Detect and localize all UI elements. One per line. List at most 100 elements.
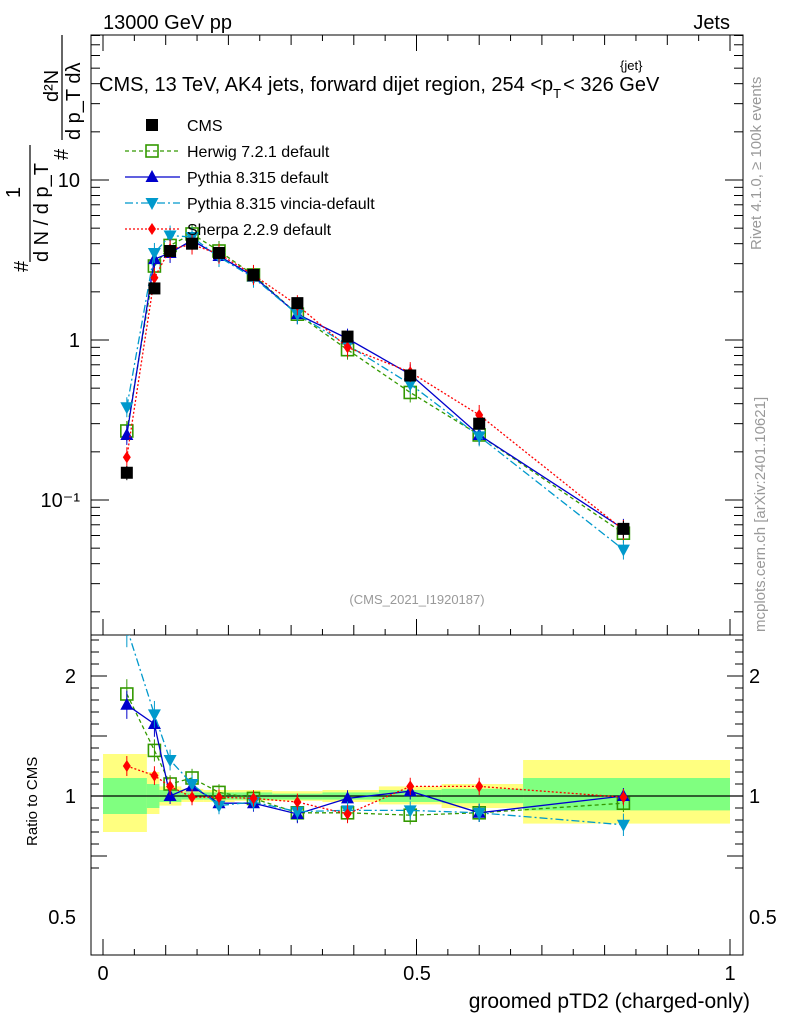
ratio-point-2-8 [403,805,417,818]
ratio-tick-05-right: 0.5 [749,907,777,929]
ratio-series-layer [120,623,631,836]
title-sup: {jet} [620,58,643,73]
x-tick-0: 0 [97,963,108,985]
ratio-point-3-4 [214,791,223,804]
series-point-2-0 [120,402,134,415]
series-point-3-0 [122,451,131,464]
ratio-point-3-10 [619,791,628,804]
ratio-tick-1-left: 1 [65,786,76,808]
legend-marker-1 [145,144,159,158]
ratio-point-2-0 [120,623,133,635]
ylabel-hash-left: # [11,260,33,272]
ratio-series-3 [122,756,628,824]
band-green-10 [523,778,730,811]
y-tick-10: 10 [58,170,80,192]
series-line-3 [126,243,624,531]
cms-point-5 [247,268,260,281]
ratio-tick-2-left: 2 [65,666,76,688]
ylabel-dptdl: d p_T dλ [63,63,85,140]
cms-point-3 [186,237,199,250]
x-axis-label: groomed pTD2 (charged-only) [469,990,750,1013]
x-tick-0.5: 0.5 [403,963,431,985]
title-sub: T [553,86,561,101]
ratio-tick-05-left: 0.5 [48,907,76,929]
legend-marker-4 [148,223,156,235]
series-line-2 [126,234,624,551]
series-point-2-9 [472,431,486,444]
series-2 [120,225,630,560]
series-point-2-10 [616,544,630,557]
x-tick-1: 1 [724,963,735,985]
ratio-point-2-9 [472,807,486,820]
cms-point-10 [617,522,630,535]
legend-label-0: CMS [187,118,223,135]
y-tick-0.1: 10⁻¹ [41,490,81,512]
ratio-point-3-0 [122,760,131,772]
cms-point-2 [164,244,177,257]
ratio-point-1-7 [341,791,355,804]
ratio-point-2-10 [616,819,630,832]
main-series-layer [120,223,631,560]
ratio-point-2-1 [147,709,161,722]
series-point-1-0 [120,427,134,440]
legend-label-4: Sherpa 2.2.9 default [187,222,332,239]
series-0 [120,223,631,544]
series-point-2-1 [147,247,161,260]
title-end: < 326 GeV [563,74,660,96]
legend-label-3: Pythia 8.315 vincia-default [187,196,375,213]
ratio-point-1-0 [120,697,134,710]
series-line-1 [126,239,624,530]
ratio-line-3 [126,765,624,815]
ratio-point-2-4 [212,800,226,813]
ratio-point-3-6 [293,796,302,808]
series-1 [120,230,630,539]
analysis-tag: (CMS_2021_I1920187) [349,592,484,607]
y-axis-label: # 1 d N / d p_T # d²N d p_T dλ [3,35,85,272]
ylabel-denominator: d N / d p_T [31,163,53,262]
ylabel-one: 1 [3,187,25,198]
cms-point-7 [341,330,354,343]
rivet-version: Rivet 4.1.0, ≥ 100k events [748,77,765,250]
ylabel-d2n: d²N [41,70,63,102]
ratio-y-label: Ratio to CMS [24,757,41,846]
legend-label-1: Herwig 7.2.1 default [187,144,330,161]
legend-marker-2 [145,170,159,182]
y-tick-1: 1 [69,330,80,352]
ratio-point-3-2 [166,780,175,793]
legend-item-3: Pythia 8.315 vincia-default [125,196,375,213]
series-cms [120,237,630,538]
ratio-tick-2-right: 2 [749,666,760,688]
series-point-2-2 [163,230,177,243]
cms-point-6 [291,297,304,310]
legend: CMS Herwig 7.2.1 default Pythia 8.315 defa… [125,118,375,239]
cms-point-0 [120,466,133,479]
title-main: CMS, 13 TeV, AK4 jets, forward dijet reg… [99,74,553,96]
legend-item-0: CMS [146,118,223,135]
series-line-0 [126,233,624,534]
energy-label: 13000 GeV pp [103,12,232,34]
ratio-point-3-3 [188,791,197,804]
series-point-3-1 [150,271,159,284]
ratio-point-3-7 [343,808,352,820]
series-point-2-8 [403,379,417,392]
legend-label-2: Pythia 8.315 default [187,170,329,187]
category-label: Jets [693,12,730,34]
ratio-point-3-9 [475,780,484,793]
series-3 [122,234,628,540]
legend-item-2: Pythia 8.315 default [125,170,329,187]
series-point-3-7 [343,341,352,354]
ratio-point-3-1 [150,769,159,782]
ratio-point-2-3 [185,779,199,791]
source-label: mcplots.cern.ch [arXiv:2401.10621] [752,397,769,632]
chart-title: CMS, 13 TeV, AK4 jets, forward dijet reg… [99,74,660,101]
axis-ticks [91,35,743,955]
cms-point-1 [148,282,161,295]
legend-marker-0 [146,119,158,131]
cms-point-8 [404,369,417,382]
legend-item-1: Herwig 7.2.1 default [125,144,330,161]
ratio-point-2-2 [163,755,177,767]
ratio-point-3-5 [249,792,258,805]
cms-point-9 [473,417,486,430]
ratio-point-2-6 [290,806,304,819]
